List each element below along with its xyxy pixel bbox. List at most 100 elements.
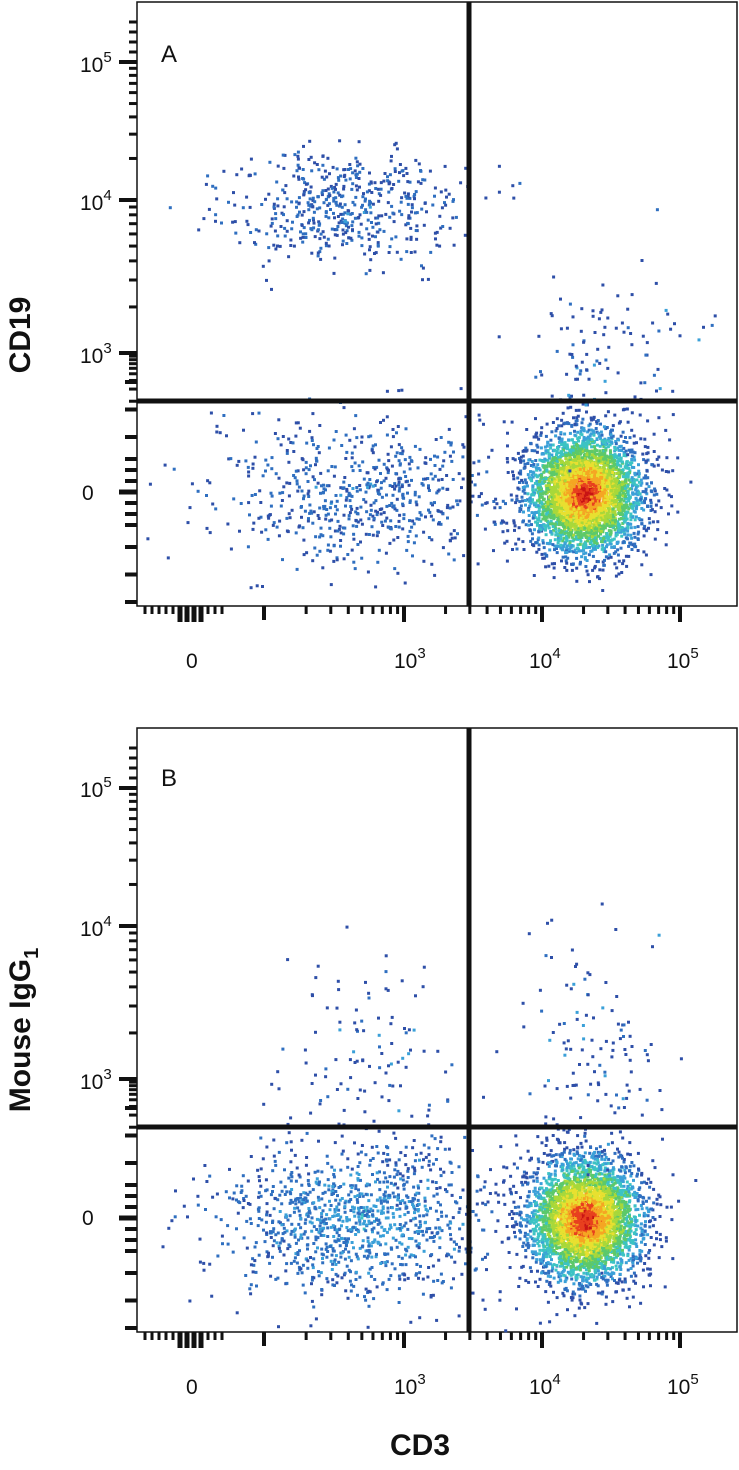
event-dot <box>461 455 465 459</box>
event-dot <box>616 454 619 458</box>
event-dot <box>583 456 587 460</box>
event-dot <box>532 511 536 515</box>
event-dot <box>536 538 540 542</box>
event-dot <box>399 200 403 204</box>
event-dot <box>544 449 548 453</box>
event-dot <box>340 195 343 199</box>
event-dot <box>618 508 622 512</box>
event-dot <box>582 512 586 516</box>
event-dot <box>569 405 573 409</box>
event-dot <box>307 468 311 472</box>
event-dot <box>532 463 536 466</box>
event-dot <box>629 526 633 530</box>
event-dot <box>512 521 516 525</box>
event-dot <box>518 457 521 460</box>
event-dot <box>433 474 437 478</box>
event-dot <box>559 490 563 494</box>
event-dot <box>539 433 543 437</box>
event-dot <box>455 499 459 503</box>
event-dot <box>295 479 299 483</box>
event-dot <box>568 453 572 457</box>
event-dot <box>549 462 552 466</box>
event-dot <box>620 449 623 452</box>
event-dot <box>603 488 607 492</box>
event-dot <box>600 524 604 528</box>
event-dot <box>678 334 682 338</box>
event-dot <box>399 257 403 261</box>
event-dot <box>603 519 607 523</box>
event-dot <box>553 544 557 548</box>
event-dot <box>574 490 578 494</box>
event-dot <box>561 453 565 456</box>
event-dot <box>393 482 397 486</box>
event-dot <box>530 460 534 463</box>
event-dot <box>427 508 430 512</box>
event-dot <box>334 504 338 508</box>
event-dot <box>386 201 390 205</box>
event-dot <box>422 223 426 227</box>
event-dot <box>391 493 395 497</box>
event-dot <box>371 225 375 229</box>
event-dot <box>452 243 456 247</box>
event-dot <box>309 185 313 189</box>
event-dot <box>316 251 320 255</box>
event-dot <box>647 485 651 489</box>
event-dot <box>611 482 615 486</box>
event-dot <box>629 480 633 484</box>
event-dot <box>303 509 307 513</box>
event-dot <box>208 481 212 485</box>
event-dot <box>300 515 303 519</box>
event-dot <box>616 446 620 450</box>
event-dot <box>624 449 628 453</box>
event-dot <box>579 498 582 502</box>
event-dot <box>536 504 540 508</box>
event-dot <box>559 483 562 487</box>
event-dot <box>233 220 237 224</box>
event-dot <box>251 527 255 531</box>
event-dot <box>302 553 306 557</box>
event-dot <box>355 524 359 528</box>
event-dot <box>220 221 223 225</box>
event-dot <box>608 485 612 489</box>
event-dot <box>577 439 580 443</box>
event-dot <box>633 525 637 529</box>
event-dot <box>451 505 455 509</box>
event-dot <box>371 451 375 455</box>
event-dot <box>318 206 322 210</box>
event-dot <box>333 233 337 237</box>
event-dot <box>522 459 526 463</box>
event-dot <box>354 518 358 522</box>
event-dot <box>534 433 538 437</box>
event-dot <box>475 513 479 517</box>
event-dot <box>588 434 592 438</box>
event-dot <box>208 531 212 535</box>
event-dot <box>570 479 574 483</box>
event-dot <box>553 491 557 495</box>
event-dot <box>565 544 569 548</box>
event-dot <box>500 519 504 523</box>
event-dot <box>650 481 653 485</box>
event-dot <box>542 465 546 469</box>
event-dot <box>607 476 611 480</box>
event-dot <box>597 497 601 501</box>
event-dot <box>546 510 550 514</box>
event-dot <box>524 523 528 527</box>
event-dot <box>601 527 605 531</box>
event-dot <box>389 445 393 449</box>
event-dot <box>308 429 312 433</box>
event-dot <box>633 535 637 539</box>
event-dot <box>214 507 218 511</box>
event-dot <box>571 563 575 566</box>
event-dot <box>215 430 219 434</box>
event-dot <box>572 491 576 495</box>
event-dot <box>590 438 594 442</box>
event-dot <box>644 487 648 491</box>
event-dot <box>546 440 550 444</box>
event-dot <box>358 170 362 174</box>
event-dot <box>530 493 534 497</box>
event-dot <box>615 466 619 470</box>
event-dot <box>438 214 442 218</box>
event-dot <box>601 485 605 489</box>
event-dot <box>560 439 564 443</box>
event-dot <box>543 504 547 508</box>
